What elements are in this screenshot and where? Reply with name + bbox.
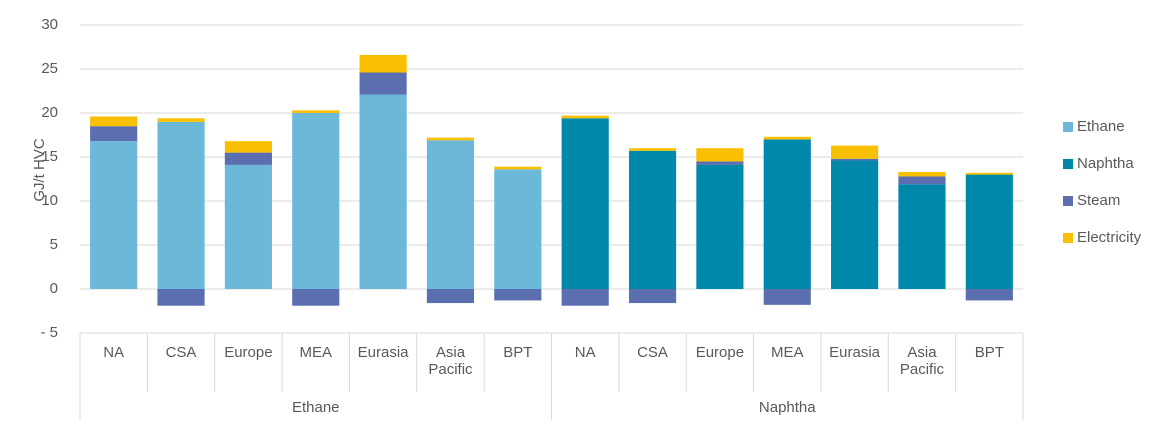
y-axis-label: GJ/t HVC <box>31 138 48 202</box>
bar-segment <box>426 140 475 289</box>
bar-segment <box>763 289 811 305</box>
bar-segment <box>898 184 946 289</box>
x-tick-label: CSA <box>637 344 668 361</box>
x-tick-label: Asia Pacific <box>428 344 473 378</box>
bar-segment <box>763 139 811 289</box>
bar-segment <box>292 289 340 306</box>
bar-segment <box>157 118 205 122</box>
bar-segment <box>426 137 475 141</box>
y-tick-label: 20 <box>41 104 58 121</box>
y-tick-label: 30 <box>41 16 58 33</box>
bar-segment <box>224 164 272 289</box>
bar-segment <box>628 150 677 289</box>
bar-segment <box>494 166 542 170</box>
y-tick-label: 15 <box>41 148 58 165</box>
x-tick-label: Asia Pacific <box>899 344 945 378</box>
bar-segment <box>965 174 1013 289</box>
bar-segment <box>696 148 744 162</box>
y-tick-label: 25 <box>41 60 58 77</box>
bar-segment <box>224 141 272 153</box>
bar-segment <box>763 136 811 140</box>
bar-segment <box>292 110 340 113</box>
bar-segment <box>696 164 744 289</box>
x-tick-label: Europe <box>695 344 745 361</box>
bar-segment <box>157 289 205 306</box>
x-tick-label: MEA <box>299 344 332 361</box>
legend-swatch <box>1063 159 1073 169</box>
x-tick-label: NA <box>103 344 125 361</box>
legend-swatch <box>1063 122 1073 132</box>
bar-segment <box>494 289 542 301</box>
legend-label: Steam <box>1077 192 1120 209</box>
bar-segment <box>831 158 879 161</box>
group-label: Ethane <box>292 399 340 416</box>
bar-segment <box>359 94 407 290</box>
legend-swatch <box>1063 196 1073 206</box>
bar-segment <box>292 113 340 289</box>
bar-segment <box>90 141 138 289</box>
bar-segment <box>561 118 609 289</box>
bar-segment <box>90 126 138 142</box>
x-tick-label: CSA <box>165 344 197 361</box>
x-tick-label: BPT <box>503 344 533 361</box>
bar-segment <box>359 54 407 73</box>
bar-segment <box>561 289 609 306</box>
bar-segment <box>696 161 744 165</box>
bar-segment <box>898 176 946 185</box>
x-tick-label: Eurasia <box>829 344 881 361</box>
x-tick-label: Europe <box>224 344 273 361</box>
bar-segment <box>831 145 879 159</box>
bar-segment <box>561 115 609 119</box>
x-tick-label: NA <box>574 344 596 361</box>
bar-segment <box>965 289 1013 301</box>
bar-segment <box>157 121 205 289</box>
legend-label: Electricity <box>1077 229 1142 246</box>
bar-segment <box>494 169 542 289</box>
bar-segment <box>628 289 677 304</box>
legend-label: Ethane <box>1077 118 1125 135</box>
y-tick-label: 0 <box>50 280 58 297</box>
legend-swatch <box>1063 233 1073 243</box>
y-tick-label: 10 <box>41 192 58 209</box>
legend-label: Naphtha <box>1077 155 1134 172</box>
bar-segment <box>965 172 1013 175</box>
group-label: Naphtha <box>759 399 816 416</box>
y-tick-label: - 5 <box>40 324 58 341</box>
bar-segment <box>831 160 879 289</box>
bar-segment <box>224 152 272 165</box>
y-tick-label: 5 <box>50 236 58 253</box>
bar-segment <box>426 289 475 304</box>
bar-segment <box>898 171 946 177</box>
x-tick-label: MEA <box>770 344 804 361</box>
x-tick-label: BPT <box>974 344 1004 361</box>
bar-segment <box>359 72 407 95</box>
bar-segment <box>90 116 138 127</box>
bar-segment <box>628 148 677 151</box>
x-tick-label: Eurasia <box>357 344 409 361</box>
